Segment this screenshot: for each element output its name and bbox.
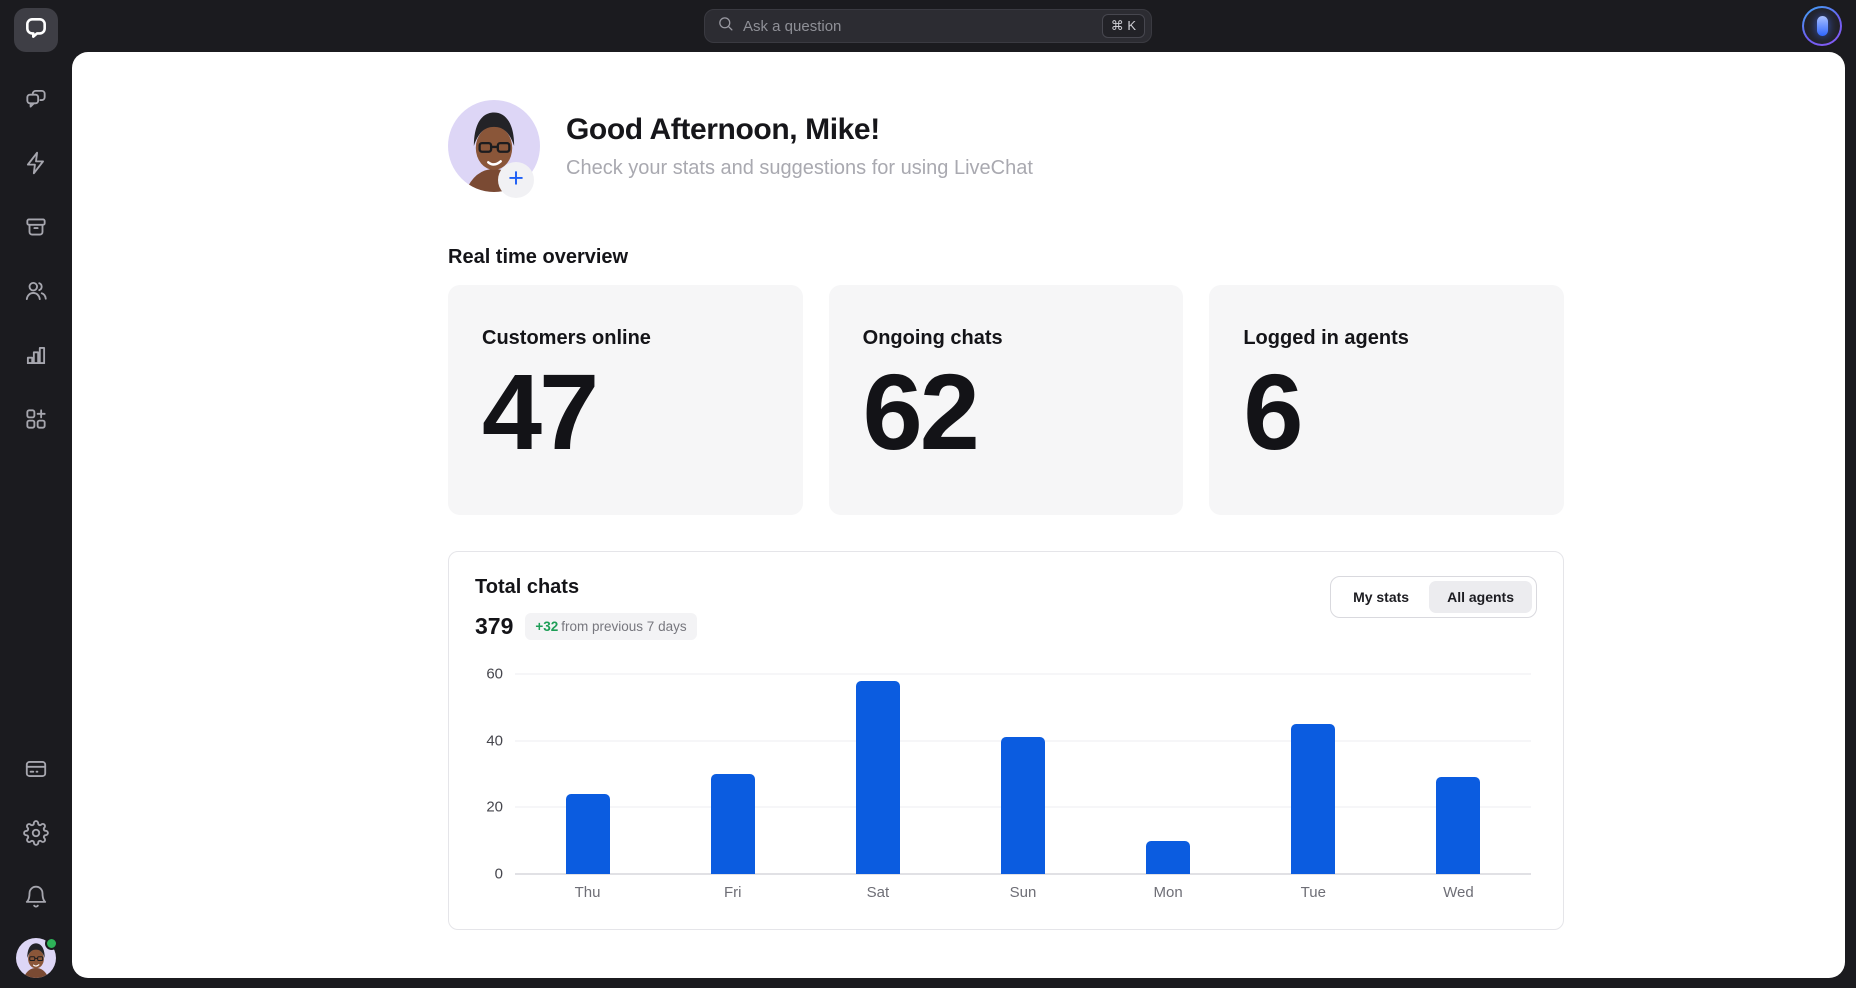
- bar-column: [1096, 674, 1241, 874]
- reports-icon: [23, 342, 49, 371]
- global-search[interactable]: ⌘ K: [704, 9, 1152, 43]
- lightning-icon: [23, 150, 49, 179]
- stat-label: Ongoing chats: [862, 327, 1003, 349]
- total-chats-card: Total chats 379 +32 from previous 7 days …: [448, 551, 1564, 930]
- stat-card-logged-in-agents: Logged in agents 6: [1209, 285, 1564, 515]
- greeting-avatar: +: [448, 100, 540, 198]
- bar-thu: [565, 794, 610, 874]
- toggle-my-stats[interactable]: My stats: [1335, 581, 1427, 613]
- chart-header-left: Total chats 379 +32 from previous 7 days: [475, 576, 697, 640]
- sidebar-item-settings[interactable]: [14, 810, 58, 858]
- x-tick-label: Sun: [1009, 884, 1037, 901]
- chart-title: Total chats: [475, 576, 580, 598]
- bars-row: [515, 674, 1531, 874]
- bar-fri: [710, 774, 755, 874]
- sidebar-footer: [14, 746, 58, 978]
- chart-plot: 0 20 40 60: [486, 667, 1531, 882]
- y-tick-label: 60: [486, 665, 503, 683]
- add-status-button[interactable]: +: [498, 162, 534, 198]
- credit-card-icon: [23, 756, 49, 785]
- bar-tue: [1291, 724, 1336, 874]
- delta-note: from previous 7 days: [561, 619, 687, 634]
- livechat-logo-icon: [23, 15, 49, 46]
- x-tick-label: Mon: [1153, 884, 1183, 901]
- search-input[interactable]: [743, 17, 1102, 35]
- sidebar-item-engage[interactable]: [14, 140, 58, 188]
- delta-value: +32: [535, 619, 559, 634]
- plus-icon: +: [508, 163, 524, 193]
- bar-column: [515, 674, 660, 874]
- chats-icon: [23, 86, 49, 115]
- x-tick-label: Fri: [723, 884, 742, 901]
- realtime-overview-heading: Real time overview: [448, 246, 629, 268]
- bar-sun: [1000, 737, 1045, 874]
- sidebar-nav: [14, 76, 58, 444]
- ai-assistant-icon: [1816, 16, 1828, 36]
- page-subtitle: Check your stats and suggestions for usi…: [566, 156, 1033, 179]
- profile-avatar[interactable]: [16, 937, 58, 978]
- gridline: [515, 673, 1531, 675]
- bar-column: [660, 674, 805, 874]
- y-tick-label: 20: [486, 798, 503, 816]
- delta-badge: +32 from previous 7 days: [525, 613, 697, 640]
- stat-card-customers-online: Customers online 47: [448, 285, 803, 515]
- x-tick-label: Thu: [574, 884, 601, 901]
- x-tick-label: Wed: [1443, 884, 1474, 901]
- sidebar-item-team[interactable]: [14, 268, 58, 316]
- greeting-block: + Good Afternoon, Mike! Check your stats…: [448, 100, 1564, 198]
- apps-icon: [23, 406, 49, 435]
- sidebar-item-billing[interactable]: [14, 746, 58, 794]
- stat-value: 47: [482, 351, 599, 472]
- sidebar-item-reports[interactable]: [14, 332, 58, 380]
- gridline: [515, 873, 1531, 875]
- bar-column: [1241, 674, 1386, 874]
- chart-x-labels: Thu Fri Sat Sun Mon Tue Wed: [515, 884, 1531, 901]
- bar-sat: [855, 680, 900, 874]
- search-icon: [717, 15, 734, 37]
- livechat-home-button[interactable]: [14, 8, 58, 52]
- stat-label: Logged in agents: [1243, 327, 1409, 349]
- stat-value: 6: [1243, 351, 1303, 472]
- y-tick-label: 0: [494, 865, 503, 883]
- total-chats-value: 379: [475, 613, 514, 639]
- bar-mon: [1146, 840, 1191, 874]
- stat-value: 62: [862, 351, 980, 472]
- x-tick-label: Tue: [1300, 884, 1326, 901]
- stat-label: Customers online: [482, 327, 651, 349]
- gear-icon: [23, 819, 49, 849]
- shortcut-badge: ⌘ K: [1101, 14, 1145, 38]
- team-icon: [23, 278, 49, 307]
- y-tick-label: 40: [486, 732, 503, 750]
- x-tick-label: Sat: [866, 884, 890, 901]
- main-panel: + Good Afternoon, Mike! Check your stats…: [72, 52, 1845, 978]
- sidebar-item-archives[interactable]: [14, 204, 58, 252]
- bell-icon: [23, 884, 49, 913]
- sidebar-item-chats[interactable]: [14, 76, 58, 124]
- online-status-dot: [45, 937, 58, 950]
- page-title: Good Afternoon, Mike!: [566, 112, 880, 146]
- greeting-text: Good Afternoon, Mike! Check your stats a…: [566, 113, 1033, 180]
- archive-icon: [23, 214, 49, 243]
- bar-wed: [1436, 777, 1481, 874]
- stat-card-ongoing-chats: Ongoing chats 62: [828, 285, 1184, 515]
- sidebar: [0, 0, 72, 988]
- bar-column: [950, 674, 1095, 874]
- stat-cards-row: Customers online 47 Ongoing chats 62 Log…: [448, 285, 1564, 515]
- sidebar-item-apps[interactable]: [14, 396, 58, 444]
- bar-column: [1386, 674, 1531, 874]
- bar-column: [805, 674, 950, 874]
- ai-assistant-button[interactable]: [1802, 6, 1842, 46]
- stats-scope-toggle: My stats All agents: [1330, 576, 1537, 618]
- toggle-all-agents[interactable]: All agents: [1429, 581, 1532, 613]
- sidebar-item-notifications[interactable]: [14, 874, 58, 922]
